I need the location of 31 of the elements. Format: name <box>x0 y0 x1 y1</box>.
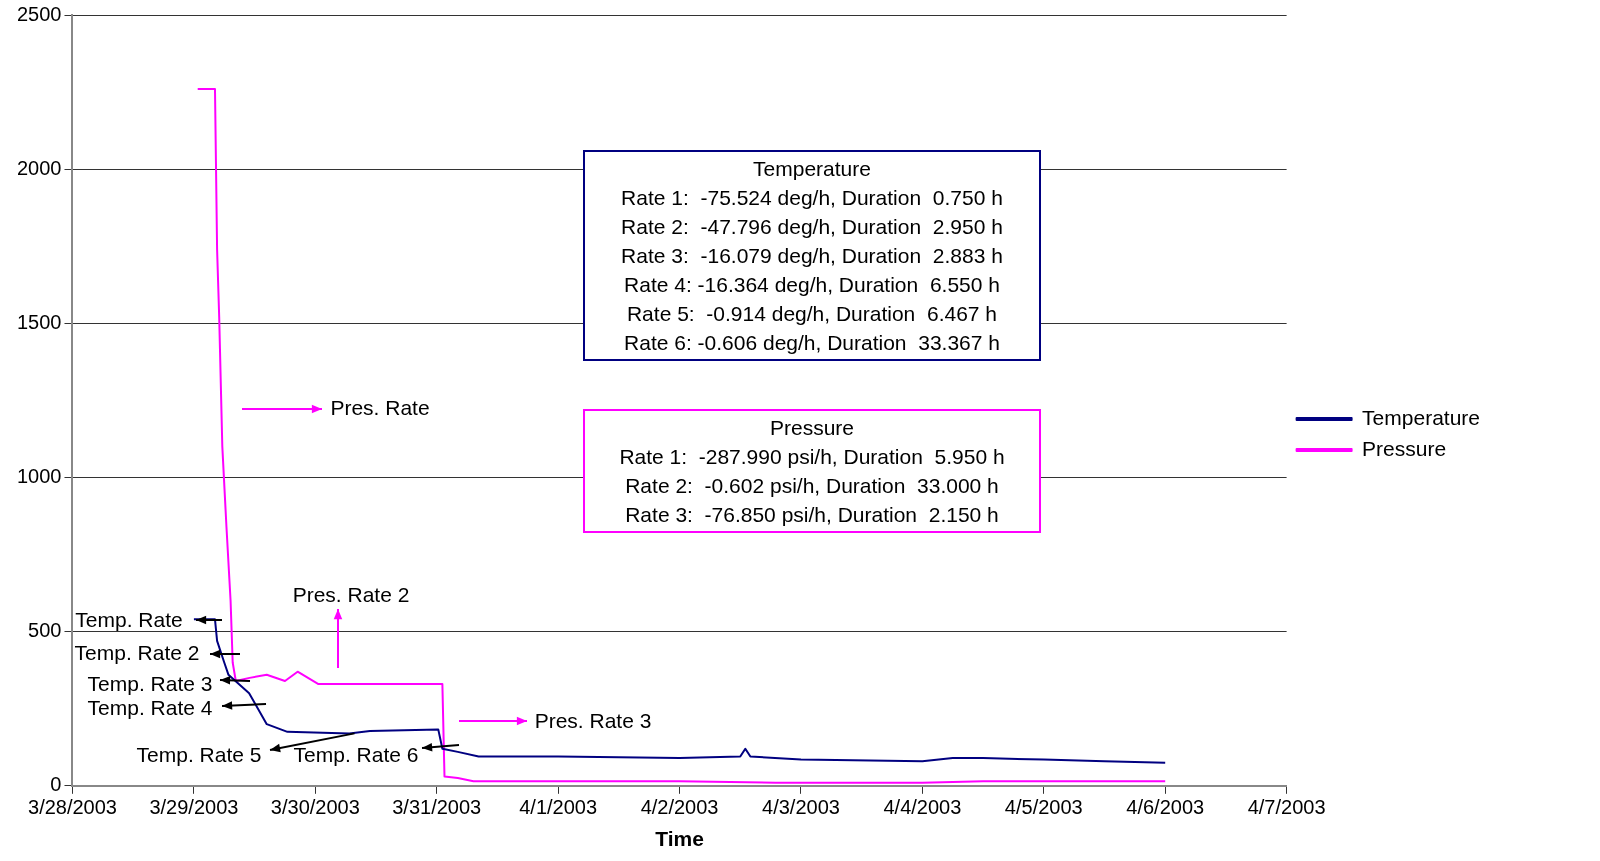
x-tick-label: 4/1/2003 <box>519 796 598 819</box>
legend-label: Temperature <box>1362 405 1480 429</box>
y-tick-label: 500 <box>28 619 62 642</box>
annotation: Pres. Rate <box>330 396 430 420</box>
annotation: Temp. Rate <box>75 608 183 632</box>
annotation: Temp. Rate 2 <box>74 641 200 665</box>
annotation: Temp. Rate 6 <box>293 743 419 767</box>
legend-label: Pressure <box>1362 436 1447 460</box>
y-tick-label: 2500 <box>16 2 62 25</box>
y-tick-label: 2000 <box>16 156 62 179</box>
annotation: Temp. Rate 4 <box>87 696 213 720</box>
text-box: Temperature Rate 1: -75.524 deg/h, Duration 0.750 h Rate 2: -47.796 deg/h, Duration 2.950 h Rate 3: -16.079 deg/h, Duration 2.883 h Rate 4: -16.364 deg/h, Duration 6.550 h Rate 5: -0.914 deg/h, Duration 6.467 h Rate 6: -0.606 deg/h, Duration 33.367 h <box>583 150 1041 361</box>
x-tick-label: 3/28/2003 <box>28 796 117 819</box>
x-tick-label: 3/29/2003 <box>149 796 239 819</box>
x-tick-label: 4/4/2003 <box>883 796 962 819</box>
x-tick-label: 4/2/2003 <box>640 796 719 819</box>
annotation: Pres. Rate 3 <box>534 709 652 733</box>
x-tick-label: 4/6/2003 <box>1126 796 1205 819</box>
annotation: Pres. Rate 2 <box>292 583 410 607</box>
x-tick-label: 4/7/2003 <box>1247 796 1326 819</box>
y-tick-label: 1500 <box>16 310 62 333</box>
annotation: Temp. Rate 5 <box>136 743 262 767</box>
x-tick-label: 3/31/2003 <box>392 796 482 819</box>
text-box: Pressure Rate 1: -287.990 psi/h, Duration 5.950 h Rate 2: -0.602 psi/h, Duration 33.000 h Rate 3: -76.850 psi/h, Duration 2.150 h <box>583 409 1041 533</box>
x-axis-title: Time <box>655 827 704 851</box>
x-tick-label: 3/30/2003 <box>270 796 360 819</box>
x-tick-label: 4/3/2003 <box>762 796 840 819</box>
annotation: Temp. Rate 3 <box>87 672 213 696</box>
y-tick-label: 0 <box>50 773 62 796</box>
x-tick-label: 4/5/2003 <box>1004 796 1083 819</box>
y-tick-label: 1000 <box>16 465 62 487</box>
